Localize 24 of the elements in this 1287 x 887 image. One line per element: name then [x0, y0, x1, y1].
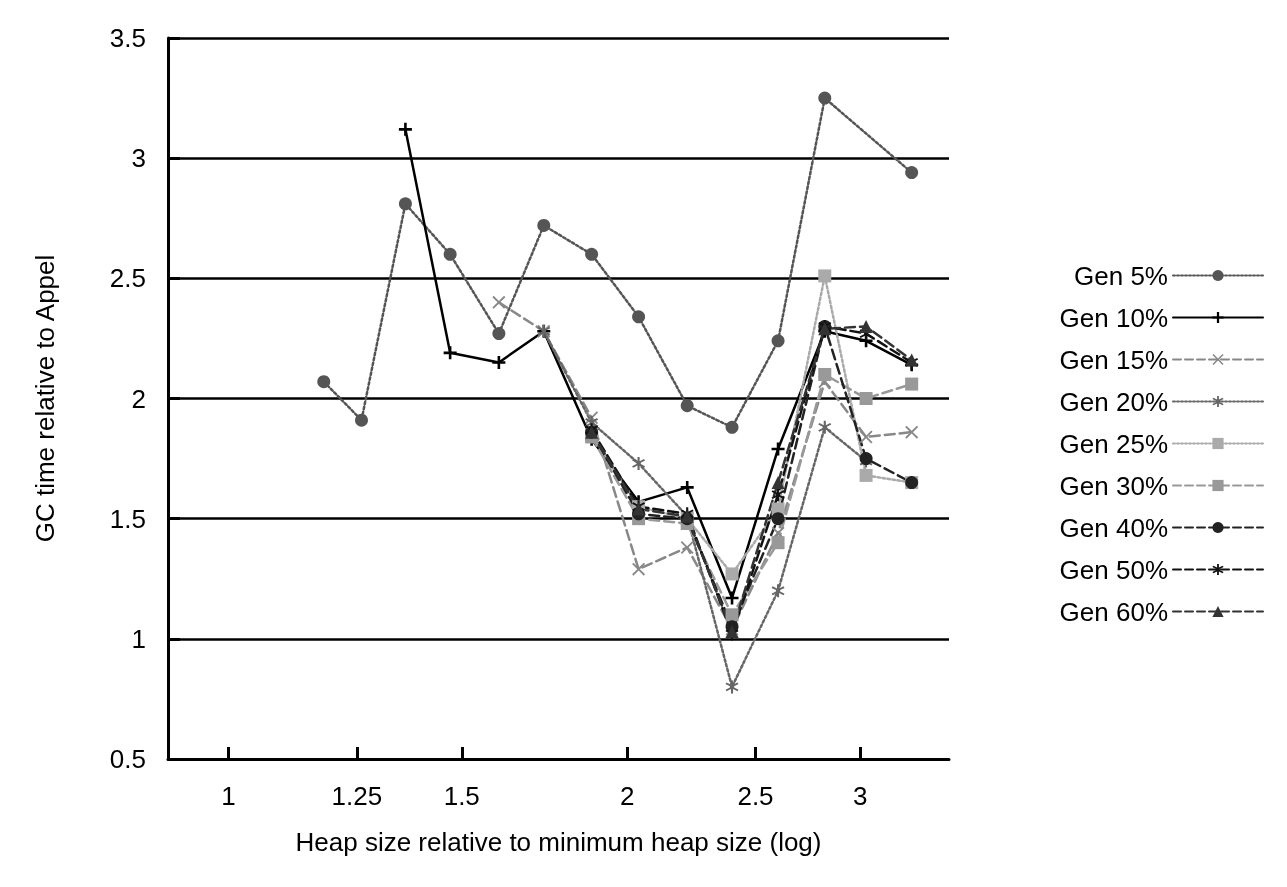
legend-label: Gen 10%: [1059, 302, 1168, 333]
y-tick-label: 1.5: [109, 503, 146, 534]
legend-label: Gen 25%: [1059, 428, 1168, 459]
legend-label: Gen 50%: [1059, 554, 1168, 585]
x-tick-label: 1: [221, 781, 236, 811]
y-tick-label: 2: [131, 383, 146, 414]
x-tick-label: 2.5: [737, 781, 774, 811]
legend-label: Gen 60%: [1059, 596, 1168, 627]
x-tick-label: 3: [853, 781, 868, 811]
legend-label: Gen 15%: [1059, 344, 1168, 375]
x-tick-label: 1.25: [331, 781, 383, 811]
y-tick-label: 2.5: [109, 263, 146, 294]
legend-label: Gen 40%: [1059, 512, 1168, 543]
legend-label: Gen 30%: [1059, 470, 1168, 501]
y-tick-label: 0.5: [109, 744, 146, 774]
x-tick-label: 2: [619, 781, 635, 811]
x-axis-title: Heap size relative to minimum heap size (log): [295, 827, 822, 857]
y-tick-label: 1: [131, 623, 146, 654]
y-axis-title: GC time relative to Appel: [30, 254, 60, 543]
x-tick-label: 1.5: [443, 781, 480, 811]
legend-label: Gen 20%: [1059, 386, 1168, 417]
legend-label: Gen 5%: [1074, 260, 1168, 291]
y-tick-label: 3.5: [109, 23, 146, 53]
y-tick-label: 3: [131, 143, 146, 174]
